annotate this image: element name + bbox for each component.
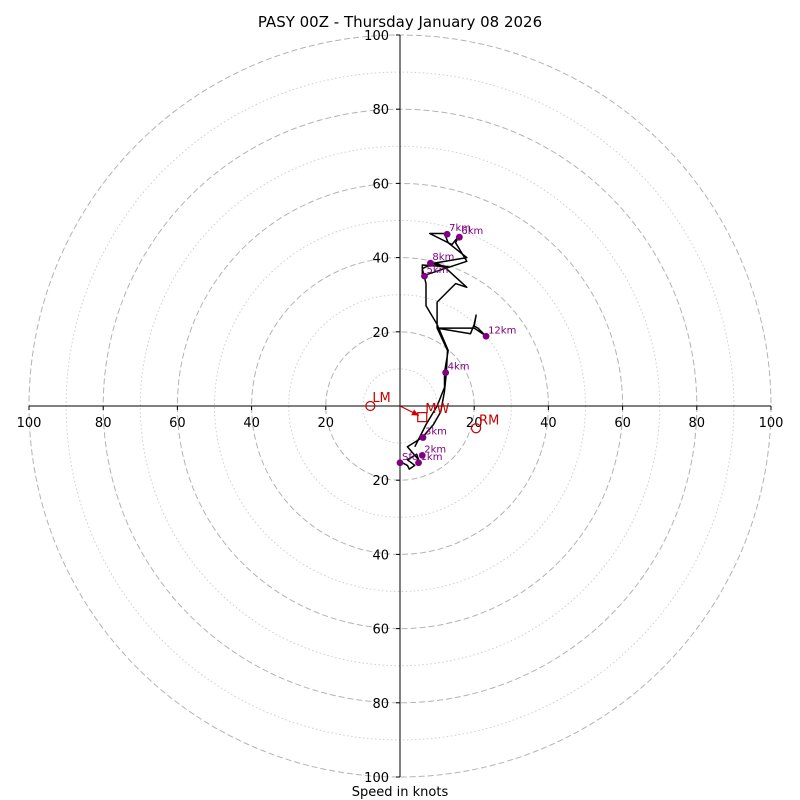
y-tick-label: 60	[372, 177, 389, 192]
height-marker-label: 4km	[448, 362, 470, 373]
height-marker-point	[442, 369, 450, 377]
left-mover-marker	[365, 400, 376, 412]
y-tick-label: 20	[372, 326, 389, 341]
height-marker-label: 2km	[424, 444, 446, 455]
x-tick-label: 100	[17, 416, 42, 431]
x-tick-label: 60	[614, 416, 631, 431]
height-marker-label: 8km	[432, 252, 454, 263]
x-tick-label: 40	[243, 416, 260, 431]
right-mover-label: RM	[479, 413, 499, 428]
x-tick-label: 60	[169, 416, 186, 431]
x-tick-label: 80	[95, 416, 112, 431]
height-marker-point	[415, 459, 422, 467]
height-marker-label: 6km	[461, 226, 483, 237]
height-marker-point	[396, 459, 404, 467]
x-tick-label: 20	[318, 416, 335, 431]
height-marker-label: 1km	[421, 452, 443, 463]
right-mover-marker	[470, 423, 482, 434]
mean-wind-label: MW	[425, 402, 449, 417]
height-marker-point	[418, 451, 426, 459]
height-marker-label: 12km	[488, 325, 516, 336]
y-tick-label: 100	[364, 29, 389, 44]
height-marker-label: 3km	[425, 427, 447, 438]
height-marker-point	[421, 272, 428, 280]
x-tick-label: 100	[759, 416, 784, 431]
x-tick-label: 40	[540, 416, 557, 431]
height-marker-point	[482, 332, 490, 340]
y-tick-label: 40	[372, 548, 389, 563]
y-tick-label: 40	[372, 252, 389, 267]
height-marker-point	[419, 434, 427, 441]
tick-labels: 100 80 60 40 20 20 40 60 80 100 100 80 60 40 20 20 40 60 8…	[17, 29, 784, 786]
height-marker-point	[427, 259, 434, 267]
y-tick-label: 80	[372, 103, 389, 118]
x-tick-label: 20	[466, 416, 483, 431]
left-mover-label: LM	[372, 391, 390, 406]
y-tick-label: 60	[372, 623, 389, 638]
mean-wind-marker	[417, 412, 428, 423]
height-marker-label: 7km	[449, 223, 471, 234]
y-tick-label: 100	[364, 771, 389, 786]
storm-motion: LM RM MW	[365, 391, 499, 434]
height-marker-point	[455, 233, 463, 241]
chart-title: PASY 00Z - Thursday January 08 2026	[258, 13, 542, 31]
x-tick-label: 80	[689, 416, 706, 431]
height-marker-point	[443, 230, 451, 238]
x-axis-label: Speed in knots	[352, 785, 449, 800]
motion-arrow-head	[411, 409, 419, 416]
y-tick-label: 20	[372, 474, 389, 489]
height-marker-label: Sfc	[402, 452, 417, 463]
height-marker-label: 5km	[426, 265, 448, 276]
y-tick-label: 80	[372, 697, 389, 712]
